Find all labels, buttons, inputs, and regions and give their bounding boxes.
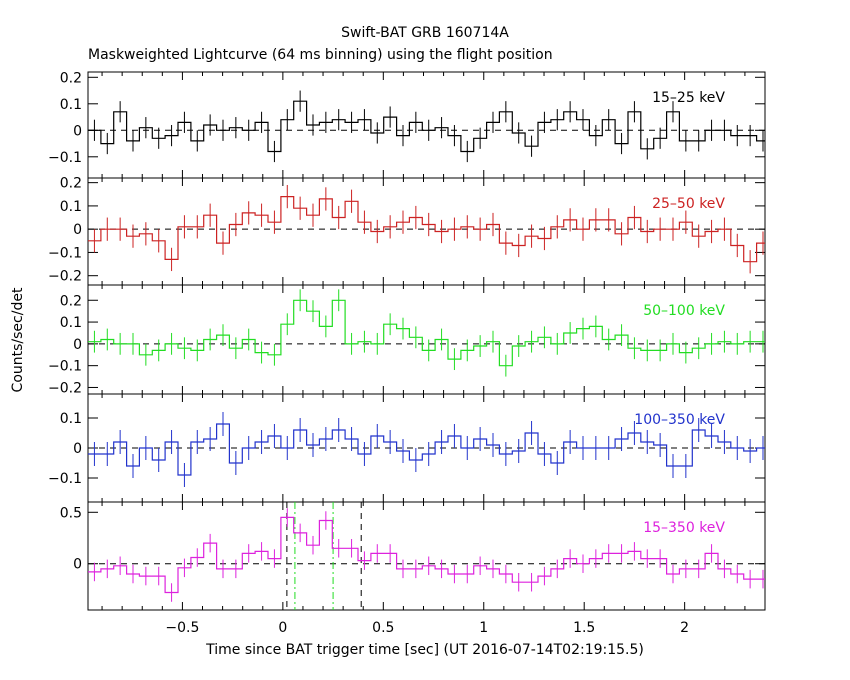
band-label: 50–100 keV xyxy=(643,303,725,319)
x-tick-label: 0.5 xyxy=(372,620,394,636)
x-tick-label: 1 xyxy=(479,620,488,636)
y-tick-label: 0 xyxy=(73,441,82,457)
panel-25-50-kev: −0.2 −0.1 0 0.1 0.2 25–50 keV xyxy=(48,176,766,286)
y-tick-label: −0.1 xyxy=(48,150,82,166)
y-tick-label: 0 xyxy=(73,557,82,573)
band-label: 15–350 keV xyxy=(643,520,725,536)
y-tick-label: 0.1 xyxy=(60,315,82,331)
x-tick-label: 1.5 xyxy=(573,620,595,636)
panel-frame xyxy=(87,501,766,611)
lightcurve-series xyxy=(88,299,765,367)
y-tick-label: 0 xyxy=(73,337,82,353)
band-label: 15–25 keV xyxy=(652,90,725,106)
panel-50-100-kev: −0.2 −0.1 0 0.1 0.2 50–100 keV xyxy=(48,284,766,396)
x-tick-label: 2 xyxy=(680,620,689,636)
panels-group: −0.1 0 0.1 0.2 15–25 keV −0.2 −0.1 0 0.1 0.2 25–50… xyxy=(48,70,766,636)
panel-15-350-kev: 0 0.5 −0.5 0 0.5 1 1.5 2 15–350 keV xyxy=(60,501,766,636)
y-tick-label: 0.1 xyxy=(60,199,82,215)
lightcurve-series xyxy=(88,516,765,594)
y-tick-label: 0.1 xyxy=(60,411,82,427)
x-tick-label: 0 xyxy=(278,620,287,636)
lightcurve-series xyxy=(88,100,765,153)
figure-subtitle: Maskweighted Lightcurve (64 ms binning) … xyxy=(88,47,553,63)
y-tick-label: 0 xyxy=(73,123,82,139)
y-tick-label: −0.2 xyxy=(48,380,82,396)
y-tick-label: 0.1 xyxy=(60,97,82,113)
y-tick-label: 0.2 xyxy=(60,293,82,309)
y-tick-label: −0.1 xyxy=(48,245,82,261)
band-label: 100–350 keV xyxy=(634,412,725,428)
y-tick-label: 0.5 xyxy=(60,505,82,521)
lightcurve-series xyxy=(88,423,765,476)
y-axis-label: Counts/sec/det xyxy=(10,287,26,392)
y-tick-label: −0.1 xyxy=(48,471,82,487)
figure-title: Swift-BAT GRB 160714A xyxy=(341,25,509,41)
x-tick-label: −0.5 xyxy=(165,620,199,636)
y-tick-label: 0.2 xyxy=(60,176,82,192)
y-tick-label: 0 xyxy=(73,222,82,238)
y-tick-label: −0.2 xyxy=(48,269,82,285)
band-label: 25–50 keV xyxy=(652,196,725,212)
panel-15-25-kev: −0.1 0 0.1 0.2 15–25 keV xyxy=(48,70,766,179)
x-axis-label: Time since BAT trigger time [sec] (UT 20… xyxy=(205,642,644,658)
y-tick-label: −0.1 xyxy=(48,359,82,375)
y-tick-label: 0.2 xyxy=(60,70,82,86)
